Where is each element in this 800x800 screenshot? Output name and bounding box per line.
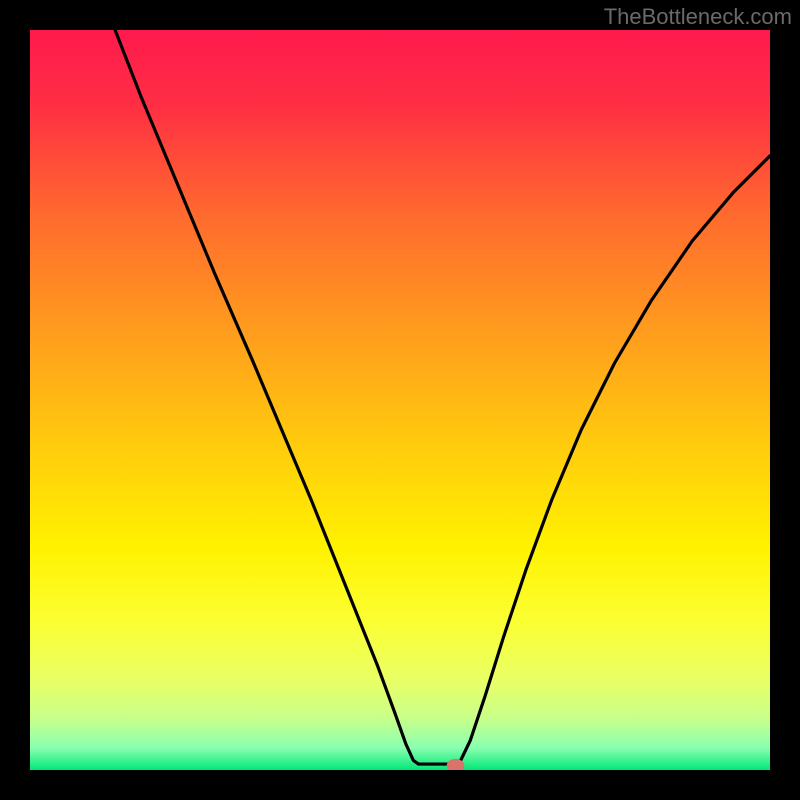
bottleneck-curve xyxy=(30,30,770,770)
plot-area xyxy=(30,30,770,770)
chart-frame: TheBottleneck.com xyxy=(0,0,800,800)
attribution-text: TheBottleneck.com xyxy=(604,4,792,30)
